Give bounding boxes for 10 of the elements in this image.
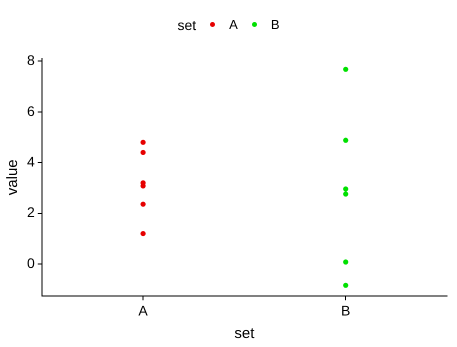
y-tick-label: 4 <box>26 153 35 170</box>
y-tick-label: 0 <box>26 254 35 271</box>
y-tick-label: 8 <box>26 52 35 68</box>
y-tick-label: 2 <box>26 204 35 220</box>
y-tick-label: 6 <box>26 102 35 119</box>
legend-label: B <box>270 17 280 32</box>
x-axis-title: set <box>177 16 196 32</box>
y-axis-title: value <box>4 159 22 196</box>
legend-title: set <box>234 325 256 342</box>
legend-label: A <box>229 17 238 32</box>
